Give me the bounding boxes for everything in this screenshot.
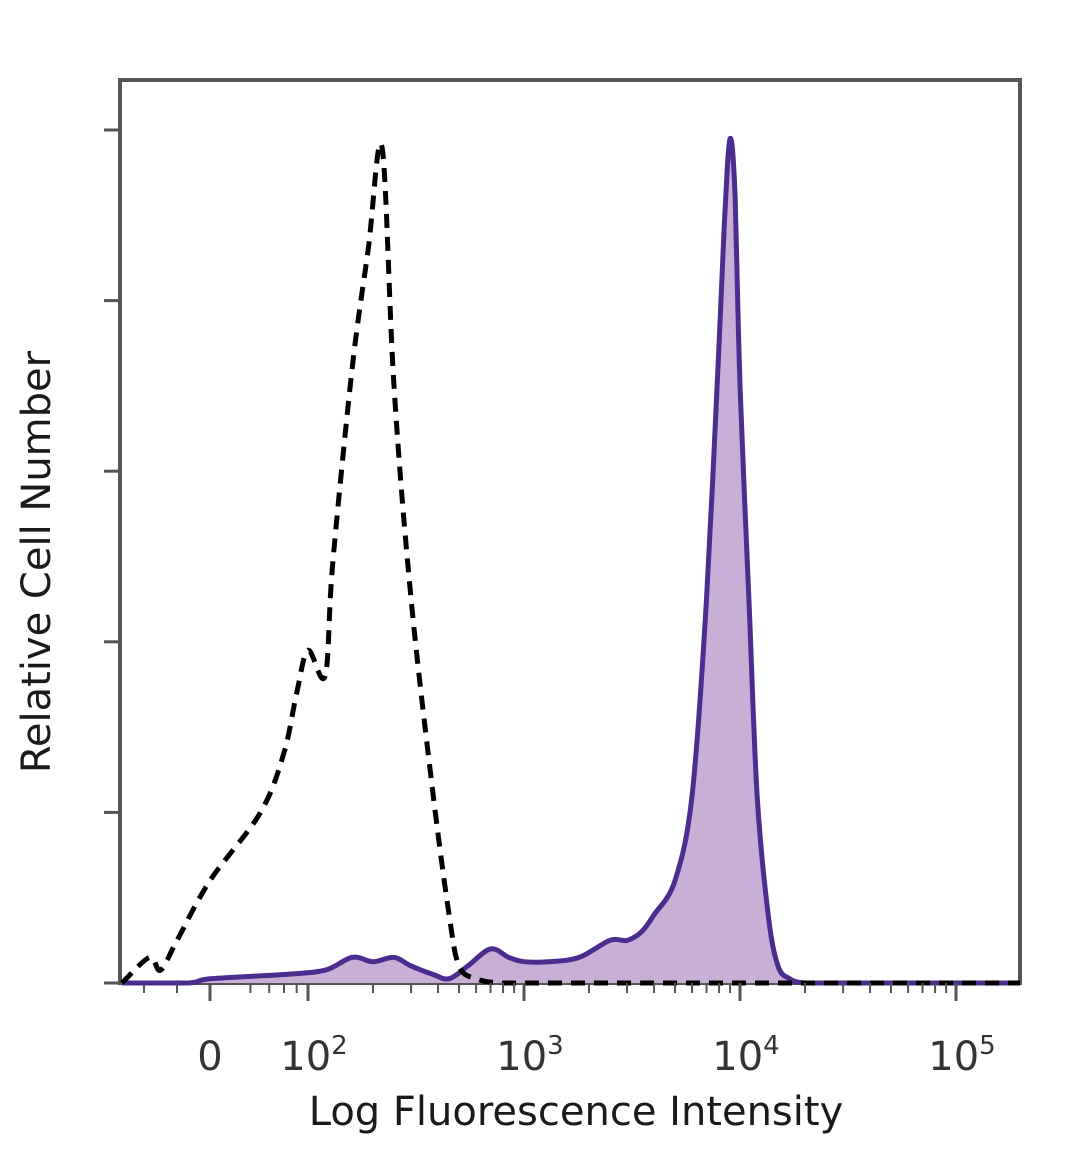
x-tick-label: 0 <box>197 1034 222 1080</box>
control-histogram-line <box>120 141 1020 986</box>
x-tick-label: 105 <box>928 1031 995 1080</box>
x-tick-label: 104 <box>712 1031 779 1080</box>
x-tick-label: 102 <box>280 1031 347 1080</box>
stained-histogram-line <box>122 135 1020 986</box>
x-tick-label: 103 <box>496 1031 563 1080</box>
plot-frame <box>118 78 1022 985</box>
y-axis-title: Relative Cell Number <box>14 350 60 773</box>
tick-marks <box>104 128 958 1001</box>
x-axis-title: Log Fluorescence Intensity <box>309 1089 844 1135</box>
x-tick-labels: 0 102 103 104 105 <box>197 1031 995 1080</box>
series-layer <box>120 135 1020 986</box>
